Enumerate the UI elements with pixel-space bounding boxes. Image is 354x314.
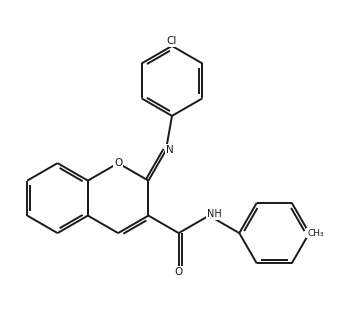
Text: CH₃: CH₃ [307,229,324,238]
Text: Cl: Cl [167,36,177,46]
Text: N: N [166,145,174,155]
Text: O: O [175,267,183,277]
Text: NH: NH [207,209,222,219]
Text: O: O [114,158,122,168]
